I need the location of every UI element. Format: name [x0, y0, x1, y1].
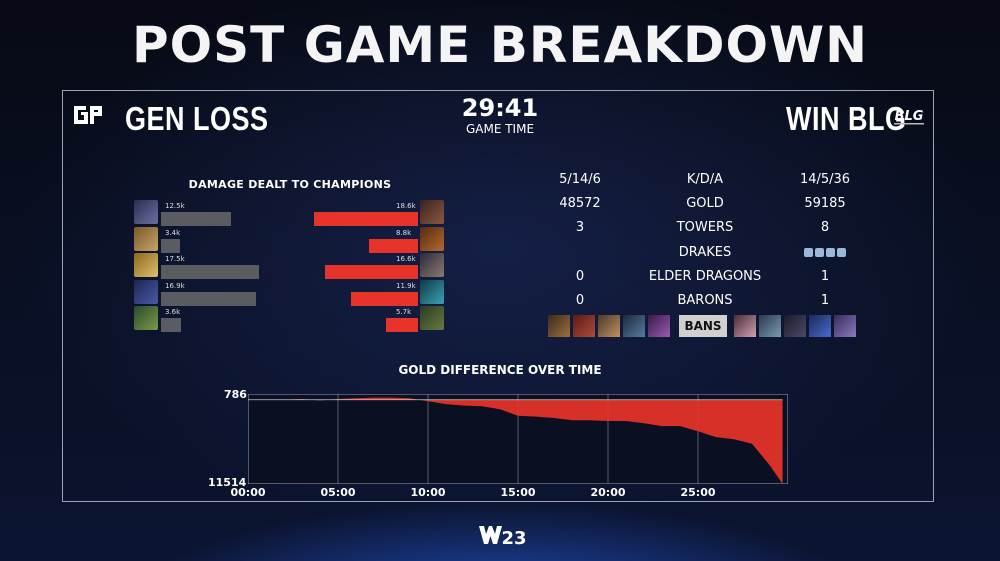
blg-damage-bar — [368, 238, 418, 253]
ocean-drake-icon — [826, 247, 835, 257]
gold-difference-chart — [248, 394, 788, 484]
champion-portrait — [420, 253, 444, 277]
stat-row: 0 ELDER DRAGONS 1 — [540, 269, 870, 289]
blg-stat-value — [785, 245, 865, 260]
blg-damage-label: 11.9k — [396, 281, 416, 290]
blg-stat-value: 8 — [820, 220, 830, 236]
stat-label: K/D/A — [686, 172, 724, 187]
blg-damage-bar — [313, 212, 418, 226]
game-time: 29:41 GAME TIME — [440, 94, 560, 136]
stat-row: 3 TOWERS 8 — [540, 220, 870, 240]
gold-x-tick-label: 20:00 — [590, 486, 626, 499]
gen-team-label: GEN LOSS — [125, 100, 269, 138]
ban-portrait — [759, 315, 781, 337]
ban-portrait — [809, 315, 831, 337]
blg-stat-value: 14/5/36 — [799, 172, 851, 187]
stat-row: DRAKES — [540, 245, 870, 265]
gold-difference-area — [248, 397, 783, 484]
gen-damage-label: 3.6k — [165, 308, 181, 316]
svg-text:23: 23 — [501, 528, 526, 549]
stat-label: TOWERS — [676, 220, 734, 236]
champion-portrait — [420, 279, 444, 304]
gen-damage-label: 17.5k — [165, 255, 185, 263]
stat-row: 5/14/6 K/D/A 14/5/36 — [540, 172, 870, 192]
blg-stat-value: 1 — [820, 293, 830, 308]
gen-stat-value: 48572 — [559, 196, 601, 212]
blg-logo: BLG — [888, 106, 930, 134]
stat-row: 48572 GOLD 59185 — [540, 196, 870, 216]
gen-logo-icon — [74, 106, 102, 124]
mountain-drake-icon — [804, 247, 813, 257]
gold-x-tick-label: 10:00 — [410, 486, 446, 499]
gen-damage-label: 3.4k — [165, 228, 181, 237]
game-time-label: GAME TIME — [465, 122, 535, 136]
gen-stat-value: 3 — [575, 220, 585, 236]
blg-damage-label: 16.6k — [396, 255, 416, 263]
game-time-value: 29:41 — [461, 94, 539, 122]
gold-chart-title: GOLD DIFFERENCE OVER TIME — [398, 363, 602, 377]
gen-damage-bar — [161, 238, 181, 253]
gold-x-tick-label: 25:00 — [680, 486, 716, 499]
gen-champion-column — [134, 200, 158, 333]
stat-label: GOLD — [686, 196, 724, 212]
blg-team-label: WIN BLG — [786, 100, 907, 138]
bans-row: BANS — [548, 315, 858, 337]
ban-portrait — [598, 315, 620, 337]
gold-x-tick-label: 15:00 — [500, 486, 536, 499]
champion-portrait — [420, 226, 444, 251]
champion-portrait — [420, 200, 444, 224]
blg-damage-label: 8.8k — [396, 228, 412, 237]
gen-damage-bar — [161, 265, 259, 279]
champion-portrait — [134, 253, 158, 277]
ban-portrait — [623, 315, 645, 337]
gen-stat-value: 0 — [575, 268, 585, 284]
svg-text:BLG: BLG — [895, 109, 924, 124]
ban-portrait — [548, 315, 570, 337]
gen-stat-value: 0 — [575, 293, 585, 308]
stat-label: ELDER DRAGONS — [648, 268, 762, 284]
blg-damage-label: 18.6k — [396, 202, 416, 210]
blg-champion-column — [420, 200, 444, 333]
damage-title: DAMAGE DEALT TO CHAMPIONS — [188, 178, 392, 191]
blg-damage-label: 5.7k — [396, 308, 412, 316]
ban-portrait — [734, 315, 756, 337]
stat-label: DRAKES — [678, 244, 732, 260]
blg-stat-value: 59185 — [804, 196, 846, 212]
breakdown-panel — [62, 90, 934, 502]
cloud-drake-icon — [815, 247, 824, 257]
gen-stat-value: 5/14/6 — [559, 172, 601, 187]
gold-y-top-label: 786 — [224, 388, 247, 401]
worlds-23-logo: 23 — [476, 520, 527, 550]
gold-x-tick-label: 05:00 — [320, 486, 356, 499]
gen-damage-bar — [161, 212, 231, 226]
page-title: POST GAME BREAKDOWN — [132, 16, 868, 74]
blg-damage-bar — [325, 265, 418, 279]
gold-x-tick-label: 00:00 — [230, 486, 266, 499]
gold-y-bottom-label: 11514 — [208, 476, 247, 489]
stat-row: 0 BARONS 1 — [540, 293, 870, 313]
champion-portrait — [134, 200, 158, 224]
ocean-drake-icon — [837, 247, 846, 257]
blg-damage-bar — [386, 318, 418, 332]
stat-label: BARONS — [677, 293, 733, 308]
gen-damage-bar — [161, 291, 256, 306]
gen-damage-label: 12.5k — [165, 202, 185, 210]
ban-portrait — [834, 315, 856, 337]
champion-portrait — [134, 226, 158, 251]
worlds-logo-icon: 23 — [479, 526, 527, 549]
bans-label: BANS — [679, 315, 727, 337]
champion-portrait — [134, 306, 158, 330]
ban-portrait — [784, 315, 806, 337]
champion-portrait — [420, 306, 444, 330]
blg-damage-bar — [351, 291, 418, 306]
blg-stat-value: 1 — [820, 268, 830, 284]
gen-damage-bar — [161, 318, 182, 332]
ban-portrait — [573, 315, 595, 337]
blg-logo-icon: BLG — [894, 109, 924, 125]
gen-logo — [72, 102, 104, 134]
ban-portrait — [648, 315, 670, 337]
champion-portrait — [134, 279, 158, 304]
gen-damage-label: 16.9k — [165, 281, 185, 290]
